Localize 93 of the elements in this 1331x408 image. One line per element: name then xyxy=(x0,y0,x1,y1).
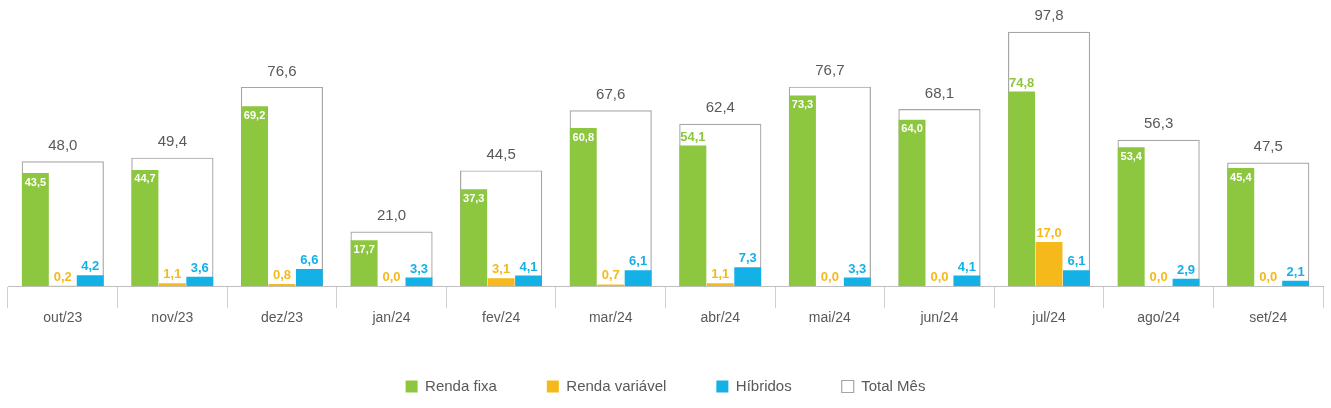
legend-label: Total Mês xyxy=(861,376,926,394)
data-label: 97,8 xyxy=(1034,6,1064,24)
bar xyxy=(21,173,49,287)
x-tick-label: fev/24 xyxy=(482,309,521,326)
data-label: 3,6 xyxy=(190,259,209,275)
x-tick-label: mar/24 xyxy=(588,309,633,326)
x-tick-label: jun/24 xyxy=(919,309,959,326)
bar xyxy=(1227,168,1255,287)
bar xyxy=(131,169,159,287)
data-label: 0,0 xyxy=(1259,269,1278,285)
data-label: 0,0 xyxy=(1149,269,1168,285)
x-tick-label: set/24 xyxy=(1249,309,1288,326)
data-label: 37,3 xyxy=(463,191,485,204)
data-label: 17,0 xyxy=(1036,225,1062,241)
x-tick-label: ago/24 xyxy=(1137,309,1181,326)
bar xyxy=(158,283,186,287)
data-label: 54,1 xyxy=(680,128,706,144)
data-label: 2,1 xyxy=(1286,263,1305,279)
data-label: 73,3 xyxy=(791,98,814,110)
data-label: 48,0 xyxy=(48,135,78,153)
bar xyxy=(953,275,981,287)
data-label: 62,4 xyxy=(705,98,735,116)
data-label: 56,3 xyxy=(1144,114,1174,132)
legend-label: Híbridos xyxy=(735,376,792,394)
bar xyxy=(1063,270,1090,287)
bar xyxy=(241,106,268,287)
x-tick-label: dez/23 xyxy=(260,309,304,326)
data-label: 4,1 xyxy=(957,258,976,274)
bar xyxy=(1282,280,1310,287)
data-label: 76,7 xyxy=(815,61,845,79)
data-label: 76,6 xyxy=(267,61,297,79)
data-label: 0,0 xyxy=(382,269,401,285)
bar xyxy=(487,278,515,287)
data-label: 43,5 xyxy=(24,175,47,188)
bar xyxy=(1035,241,1063,287)
bar xyxy=(843,277,871,287)
data-label: 49,4 xyxy=(157,132,187,150)
data-label: 0,0 xyxy=(820,269,839,285)
legend-label: Renda fixa xyxy=(425,376,498,394)
data-label: 68,1 xyxy=(924,83,955,101)
data-label: 44,5 xyxy=(486,145,516,163)
bar xyxy=(268,284,296,287)
x-tick-label: jan/24 xyxy=(371,309,411,326)
legend-label: Renda variável xyxy=(566,376,667,394)
data-label: 2,9 xyxy=(1176,261,1196,277)
x-tick-label: out/23 xyxy=(43,309,83,326)
data-label: 64,0 xyxy=(901,122,923,135)
data-label: 45,4 xyxy=(1230,170,1253,183)
data-label: 6,1 xyxy=(1067,253,1086,269)
data-label: 3,1 xyxy=(492,261,511,277)
data-label: 44,7 xyxy=(134,172,156,185)
data-label: 0,7 xyxy=(601,267,620,283)
bar xyxy=(898,119,926,287)
data-label: 3,3 xyxy=(409,260,428,276)
data-label: 47,5 xyxy=(1253,137,1283,155)
bar xyxy=(706,283,734,287)
bar xyxy=(624,270,652,287)
data-label: 17,7 xyxy=(353,242,375,255)
bar xyxy=(1172,278,1200,287)
bar xyxy=(186,276,214,287)
bar xyxy=(734,267,762,287)
x-tick-label: abr/24 xyxy=(700,309,741,326)
data-label: 69,2 xyxy=(243,108,266,121)
bar xyxy=(350,240,378,287)
bar xyxy=(295,269,323,287)
data-label: 1,1 xyxy=(163,266,182,282)
bar xyxy=(515,275,542,287)
x-tick-label: mai/24 xyxy=(808,309,852,326)
bar xyxy=(569,128,597,287)
bar xyxy=(789,95,816,287)
bar xyxy=(1008,91,1036,287)
data-label: 53,4 xyxy=(1120,149,1143,162)
data-label: 6,6 xyxy=(300,252,319,268)
bar xyxy=(76,275,104,287)
data-label: 7,3 xyxy=(738,250,757,266)
data-label: 21,0 xyxy=(376,206,407,224)
data-label: 67,6 xyxy=(596,84,626,102)
data-label: 3,3 xyxy=(848,260,867,276)
bar xyxy=(679,145,707,287)
bar xyxy=(405,277,433,287)
data-label: 0,2 xyxy=(53,268,72,284)
data-label: 0,0 xyxy=(930,269,949,285)
data-label: 6,1 xyxy=(629,253,648,269)
data-label: 0,8 xyxy=(272,267,291,283)
data-label: 4,1 xyxy=(519,258,538,274)
x-tick-label: jul/24 xyxy=(1031,309,1066,326)
data-label: 1,1 xyxy=(711,266,730,282)
x-tick-label: nov/23 xyxy=(151,309,194,326)
bar xyxy=(1117,147,1145,287)
data-label: 74,8 xyxy=(1008,74,1035,90)
data-label: 60,8 xyxy=(572,130,595,143)
data-label: 4,2 xyxy=(81,258,100,274)
bar xyxy=(460,189,488,287)
